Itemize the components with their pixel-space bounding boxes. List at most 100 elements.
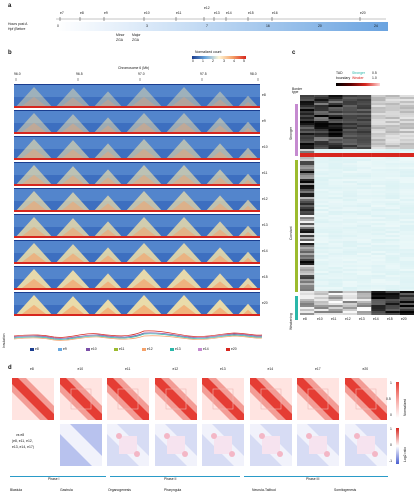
heatmap-cell: [385, 221, 400, 224]
heatmap-cell: [328, 263, 343, 266]
heatmap-cell: [342, 277, 358, 280]
colorbar-title: Normalized count: [195, 50, 222, 54]
heatmap-cell: [371, 209, 386, 212]
heatmap-cell: [314, 151, 329, 154]
heatmap-cell: [357, 207, 372, 210]
heatmap-cell: [300, 207, 315, 210]
heatmap-cell: [314, 267, 329, 270]
heatmap-cell: [300, 131, 315, 134]
hic-row-stage-label: e14: [262, 249, 268, 253]
heatmap-cell: [328, 185, 343, 188]
cb2-tick: 1: [390, 427, 392, 431]
heatmap-cell: [328, 99, 343, 102]
heatmap-cell: [314, 127, 329, 130]
heatmap-cell: [328, 205, 343, 208]
heatmap-cell: [342, 299, 358, 302]
heatmap-cell: [371, 185, 386, 188]
heatmap-cell: [357, 201, 372, 204]
heatmap-cell: [328, 195, 343, 198]
timepoint-label: e13: [214, 11, 220, 15]
group-bar-stronger: [295, 104, 298, 156]
heatmap-cell: [399, 297, 414, 300]
heatmap-cell: [399, 179, 414, 182]
heatmap-cell: [300, 301, 315, 304]
heatmap-cell: [342, 201, 358, 204]
heatmap-cell: [300, 253, 315, 256]
insulation-track: [14, 322, 262, 346]
heatmap-cell: [399, 211, 414, 214]
heatmap-cell: [385, 119, 400, 122]
timepoint-label: e15: [248, 11, 254, 15]
timepoint-label: e8: [80, 11, 84, 15]
position-label: 98.0: [250, 72, 257, 76]
heatmap-cell: [399, 159, 414, 162]
heatmap-cell: [314, 225, 329, 228]
heatmap-cell: [328, 139, 343, 142]
heatmap-cell: [300, 149, 315, 152]
heatmap-cell: [328, 313, 343, 315]
heatmap-cell: [314, 289, 329, 292]
heatmap-cell: [328, 123, 343, 126]
heatmap-cell: [328, 197, 343, 200]
heatmap-cell: [300, 97, 315, 100]
heatmap-cell: [300, 121, 315, 124]
heatmap-cell: [342, 239, 358, 242]
heatmap-cell: [300, 219, 315, 222]
heatmap-cell: [371, 297, 386, 300]
heatmap-cell: [399, 105, 414, 108]
heatmap-cell: [314, 303, 329, 306]
heatmap-cell: [300, 295, 315, 298]
heatmap-cell: [328, 147, 343, 150]
heatmap-cell: [357, 245, 372, 248]
heatmap-cell: [342, 297, 358, 300]
heatmap-cell: [357, 115, 372, 118]
heatmap-cell: [314, 135, 329, 138]
heatmap-cell: [385, 219, 400, 222]
heat-legend-bar: [336, 83, 380, 86]
heatmap-cell: [357, 153, 372, 156]
heatmap-cell: [385, 191, 400, 194]
heatmap-cell: [314, 161, 329, 164]
heatmap-cell: [300, 237, 315, 240]
heatmap-cell: [342, 193, 358, 196]
heatmap-cell: [328, 209, 343, 212]
heatmap-cell: [357, 247, 372, 250]
heatmap-cell: [399, 157, 414, 160]
heatmap-cell: [357, 163, 372, 166]
heatmap-cell: [342, 275, 358, 278]
heatmap-cell: [385, 255, 400, 258]
category-label: Neurula-Tailbud: [252, 488, 276, 492]
heatmap-cell: [328, 149, 343, 152]
heatmap-cell: [300, 279, 315, 282]
heatmap-cell: [399, 167, 414, 170]
aggregate-tad-map: [107, 378, 149, 420]
heatmap-cell: [342, 229, 358, 232]
heatmap-cell: [300, 133, 315, 136]
heatmap-cell: [371, 267, 386, 270]
heatmap-cell: [371, 107, 386, 110]
heatmap-cell: [399, 185, 414, 188]
heatmap-cell: [357, 191, 372, 194]
colorbar1-title: Normalized: [403, 398, 407, 416]
heatmap-cell: [314, 313, 329, 315]
heatmap-cell: [399, 257, 414, 260]
heatmap-cell: [399, 247, 414, 250]
heatmap-cell: [300, 289, 315, 292]
heatmap-cell: [399, 197, 414, 200]
heatmap-cell: [371, 241, 386, 244]
heatmap-cell: [328, 267, 343, 270]
heatmap-cell: [399, 237, 414, 240]
heatmap-cell: [385, 235, 400, 238]
heatmap-cell: [328, 183, 343, 186]
heatmap-cell: [328, 179, 343, 182]
heatmap-cell: [300, 281, 315, 284]
heatmap-cell: [357, 167, 372, 170]
hic-row-stage-label: e20: [262, 301, 268, 305]
heatmap-cell: [314, 211, 329, 214]
heatmap-cell: [328, 141, 343, 144]
heatmap-cell: [342, 305, 358, 308]
heatmap-cell: [371, 145, 386, 148]
colorbar-tick: 2: [212, 59, 214, 63]
heatmap-cell: [314, 141, 329, 144]
heatmap-cell: [399, 177, 414, 180]
